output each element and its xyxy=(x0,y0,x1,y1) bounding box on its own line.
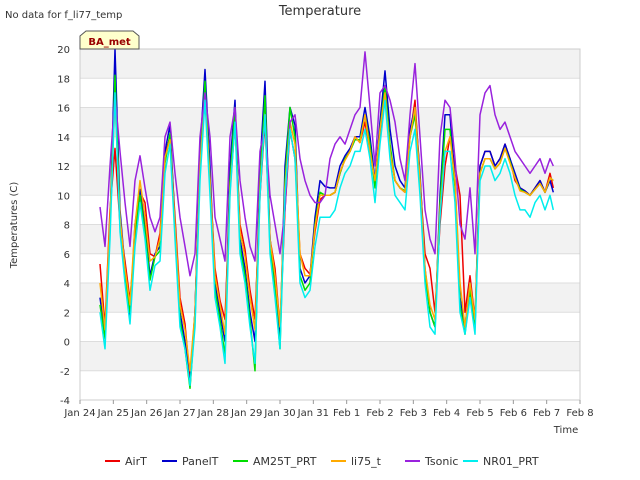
x-tick-label: Jan 25 xyxy=(97,408,129,419)
legend-label: Tsonic xyxy=(424,455,458,468)
y-tick-label: 18 xyxy=(57,74,70,85)
legend-item: PanelT xyxy=(162,455,219,468)
y-tick-label: 16 xyxy=(57,104,70,115)
series-line-tsonic xyxy=(99,51,554,277)
series-line-nr01-prt xyxy=(99,92,555,387)
x-tick-label: Feb 5 xyxy=(466,408,493,419)
x-tick-label: Feb 2 xyxy=(366,408,393,419)
y-tick-label: -4 xyxy=(60,396,70,407)
x-tick-label: Jan 24 xyxy=(63,408,95,419)
legend-label: AirT xyxy=(125,455,147,468)
series-layer xyxy=(99,48,555,390)
grid-band xyxy=(80,49,580,79)
legend-item: li75_t xyxy=(331,455,382,468)
x-tick-label: Jan 26 xyxy=(130,408,162,419)
x-tick-label: Jan 27 xyxy=(163,408,195,419)
x-tick-label: Feb 1 xyxy=(333,408,360,419)
y-tick-label: 10 xyxy=(57,191,70,202)
legend-label: AM25T_PRT xyxy=(253,455,317,468)
no-data-note: No data for f_li77_temp xyxy=(5,10,122,21)
x-axis-ticks: Jan 24 Jan 25 Jan 26 Jan 27 Jan 28 Jan 29 Jan … xyxy=(63,400,594,419)
legend: AirT PanelT AM25T_PRT li75_t Tsonic NR01_PRT xyxy=(105,455,539,468)
grid-band xyxy=(80,107,580,137)
legend-item: NR01_PRT xyxy=(463,455,539,468)
y-tick-label: 12 xyxy=(57,162,70,173)
site-label-badge: BA_met xyxy=(79,30,140,50)
legend-item: AM25T_PRT xyxy=(233,455,317,468)
x-tick-label: Jan 30 xyxy=(263,408,295,419)
y-tick-label: 14 xyxy=(57,133,70,144)
y-axis-label: Temperatures (C) xyxy=(9,182,20,270)
legend-label: li75_t xyxy=(351,455,382,468)
x-tick-label: Feb 6 xyxy=(500,408,527,419)
x-tick-label: Jan 29 xyxy=(230,408,262,419)
grid-band xyxy=(80,166,580,196)
x-tick-label: Feb 4 xyxy=(433,408,460,419)
legend-label: NR01_PRT xyxy=(483,455,539,468)
x-tick-label: Feb 8 xyxy=(566,408,593,419)
x-axis-label: Time xyxy=(553,425,578,436)
y-axis-ticks: -4 -2 0 2 4 6 8 10 12 14 16 18 20 xyxy=(57,45,70,407)
y-tick-label: -2 xyxy=(60,367,70,378)
grid-band xyxy=(80,283,580,313)
x-tick-label: Feb 3 xyxy=(400,408,427,419)
x-tick-label: Jan 28 xyxy=(197,408,229,419)
grid-band xyxy=(80,224,580,254)
plot-background-bands xyxy=(80,49,580,371)
y-tick-label: 2 xyxy=(64,308,70,319)
legend-label: PanelT xyxy=(182,455,219,468)
x-tick-label: Jan 31 xyxy=(297,408,329,419)
legend-item: Tsonic xyxy=(405,455,458,468)
y-tick-label: 4 xyxy=(64,279,70,290)
x-tick-label: Feb 7 xyxy=(533,408,560,419)
plot-frame xyxy=(79,48,581,401)
chart-title: Temperature xyxy=(278,4,361,19)
y-tick-label: 0 xyxy=(64,338,70,349)
legend-item: AirT xyxy=(105,455,147,468)
site-label: BA_met xyxy=(88,37,131,48)
y-tick-label: 8 xyxy=(64,221,70,232)
grid-band xyxy=(80,341,580,371)
y-tick-label: 6 xyxy=(64,250,70,261)
y-tick-label: 20 xyxy=(57,45,70,56)
